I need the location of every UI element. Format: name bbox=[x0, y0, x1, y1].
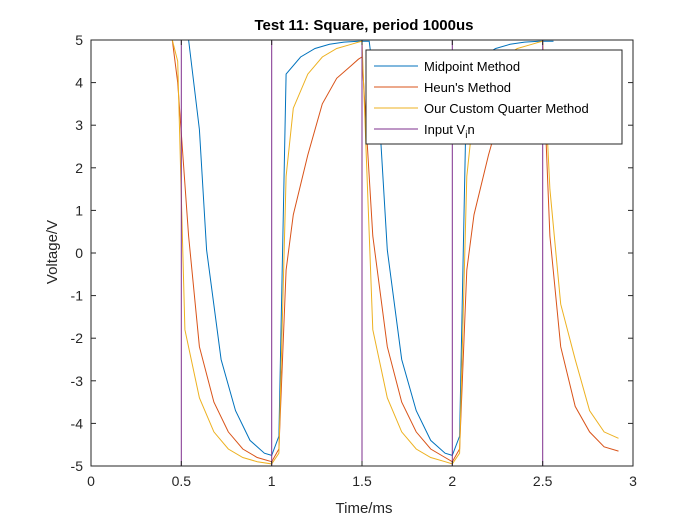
chart-title: Test 11: Square, period 1000us bbox=[255, 17, 474, 34]
legend-label-4: Input Vin bbox=[424, 122, 475, 141]
legend-label-3: Our Custom Quarter Method bbox=[424, 101, 589, 116]
x-tick-label: 0 bbox=[87, 473, 95, 489]
y-tick-label: -2 bbox=[71, 330, 84, 346]
y-tick-label: -1 bbox=[71, 288, 84, 304]
x-tick-label: 2.5 bbox=[533, 473, 553, 489]
x-tick-label: 0.5 bbox=[172, 473, 192, 489]
y-tick-label: 0 bbox=[75, 245, 83, 261]
y-tick-label: 1 bbox=[75, 202, 83, 218]
x-tick-label: 2 bbox=[448, 473, 456, 489]
y-tick-label: -4 bbox=[71, 415, 84, 431]
legend-label-2: Heun's Method bbox=[424, 80, 511, 95]
x-tick-label: 1.5 bbox=[352, 473, 372, 489]
y-axis-label: Voltage/V bbox=[44, 220, 61, 284]
legend-label-1: Midpoint Method bbox=[424, 59, 520, 74]
x-tick-label: 3 bbox=[629, 473, 637, 489]
legend: Midpoint Method Heun's Method Our Custom Q… bbox=[365, 49, 623, 145]
y-tick-label: 3 bbox=[75, 117, 83, 133]
x-tick-label: 1 bbox=[268, 473, 276, 489]
y-tick-label: 5 bbox=[75, 32, 83, 48]
tick-layer: 0 0.5 1 1.5 2 2.5 3 -5 -4 -3 -2 -1 0 1 2 3 4 5 bbox=[71, 32, 638, 489]
series-line-3 bbox=[91, 39, 619, 465]
x-axis-label: Time/ms bbox=[336, 500, 393, 517]
y-tick-label: -5 bbox=[71, 458, 84, 474]
y-tick-label: 4 bbox=[75, 75, 83, 91]
y-tick-label: -3 bbox=[71, 373, 84, 389]
y-tick-label: 2 bbox=[75, 160, 83, 176]
